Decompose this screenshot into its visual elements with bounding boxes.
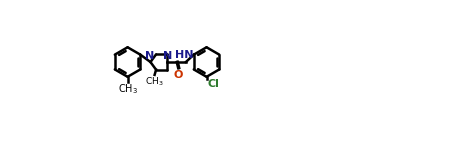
Text: CH$_3$: CH$_3$ [145,75,164,88]
Text: N: N [163,51,172,61]
Text: CH$_3$: CH$_3$ [118,83,138,96]
Text: N: N [145,51,154,61]
Text: HN: HN [175,50,194,60]
Text: O: O [174,70,183,80]
Text: Cl: Cl [207,79,219,89]
